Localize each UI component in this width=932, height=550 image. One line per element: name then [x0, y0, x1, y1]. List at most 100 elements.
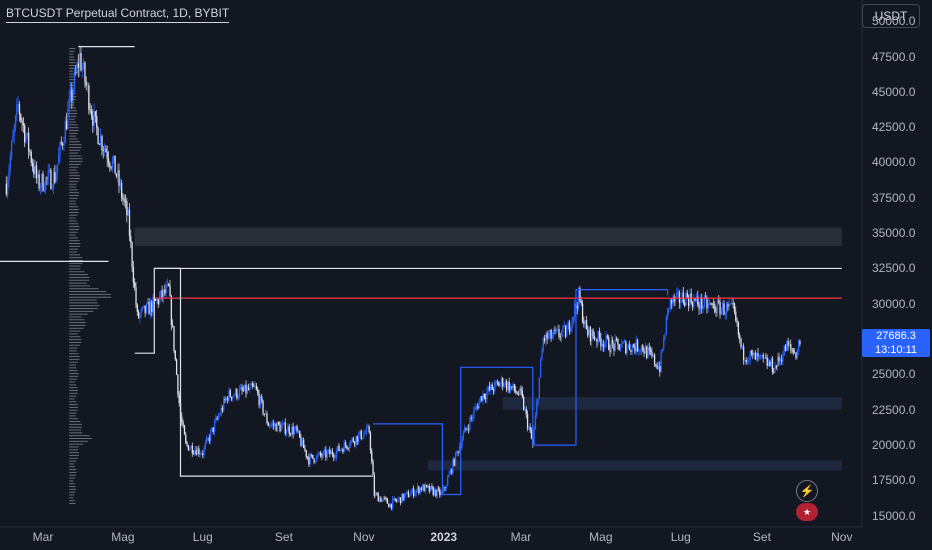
volume-profile-bar: [69, 437, 92, 440]
volume-profile-bar: [69, 217, 76, 219]
volume-profile-bar: [69, 299, 97, 301]
candle: [257, 389, 259, 394]
candle: [194, 449, 196, 454]
volume-profile-bar: [69, 483, 75, 485]
volume-profile-bar: [69, 336, 81, 338]
candle: [312, 454, 314, 459]
volume-profile-bar: [69, 308, 98, 310]
candle: [132, 266, 135, 283]
candle: [779, 359, 781, 362]
candle: [647, 347, 649, 359]
candle: [705, 296, 707, 299]
candle: [478, 400, 480, 409]
candle: [433, 489, 436, 496]
volume-profile-bar: [69, 310, 94, 312]
zone-box: [428, 460, 842, 471]
volume-profile-bar: [69, 395, 77, 397]
price-tick-label: 22500.0: [872, 402, 916, 417]
candle: [763, 357, 766, 359]
volume-profile-bar: [69, 81, 76, 83]
candle: [212, 427, 214, 432]
volume-profile-bar: [69, 257, 83, 259]
volume-profile-bar: [69, 364, 77, 366]
volume-profile-bar: [69, 474, 77, 476]
candle: [389, 503, 391, 508]
candle: [631, 344, 633, 352]
candle: [51, 188, 53, 190]
candle: [554, 329, 556, 332]
candle: [37, 174, 39, 179]
volume-profile-bar: [69, 327, 84, 329]
candle: [12, 135, 14, 142]
candle: [34, 165, 36, 175]
candle: [409, 495, 411, 498]
volume-profile-bar: [69, 423, 82, 425]
candle: [140, 309, 142, 315]
currency-button[interactable]: USDT: [862, 4, 920, 28]
candle: [536, 402, 538, 416]
candle: [58, 154, 60, 165]
time-tick-label: Mag: [111, 530, 135, 544]
candle: [748, 360, 750, 362]
candle: [431, 486, 433, 488]
candle: [317, 454, 319, 456]
candle: [760, 355, 762, 357]
candle: [437, 488, 440, 490]
lightning-icon[interactable]: ⚡: [796, 480, 818, 502]
candle: [67, 108, 69, 130]
candle: [584, 320, 586, 325]
candle: [339, 449, 341, 451]
candle: [84, 62, 86, 82]
candle: [13, 127, 15, 136]
candle: [173, 326, 175, 351]
volume-profile-bar: [69, 79, 76, 81]
volume-profile-bar: [69, 129, 79, 131]
candle: [164, 289, 166, 294]
candle: [105, 148, 107, 153]
price-tick-label: 47500.0: [872, 49, 916, 64]
candle: [118, 170, 120, 186]
candle: [301, 439, 303, 446]
candle: [770, 358, 772, 366]
candle: [680, 301, 682, 303]
candle: [481, 396, 483, 401]
candle: [515, 390, 517, 393]
volume-profile-bar: [69, 186, 77, 188]
candle: [192, 453, 195, 455]
candle: [320, 452, 322, 456]
us-flag-icon[interactable]: ★: [796, 503, 818, 521]
volume-profile-bar: [69, 76, 76, 78]
volume-profile-bar: [69, 316, 82, 318]
candle: [745, 360, 747, 363]
candle: [397, 499, 399, 502]
candle: [667, 308, 669, 317]
volume-profile-bar: [69, 209, 79, 211]
candle: [505, 381, 508, 390]
candle: [43, 190, 46, 192]
candle: [309, 454, 311, 465]
candle: [98, 143, 101, 145]
volume-profile-bar: [69, 466, 76, 468]
chart-title[interactable]: BTCUSDT Perpetual Contract, 1D, BYBIT: [6, 6, 230, 23]
candle: [361, 437, 364, 440]
candle: [499, 383, 501, 387]
candle: [615, 338, 618, 340]
price-tick-label: 20000.0: [872, 438, 916, 453]
volume-profile-bar: [69, 432, 83, 434]
candle: [697, 296, 699, 305]
candle: [470, 417, 472, 419]
candle: [199, 453, 201, 455]
candle: [601, 343, 603, 347]
candle: [92, 115, 94, 126]
candle: [323, 449, 326, 452]
candle: [550, 329, 552, 339]
candle: [394, 498, 396, 501]
candle: [694, 298, 696, 300]
volume-profile-bar: [69, 454, 79, 456]
volume-profile-bar: [69, 358, 80, 360]
candle: [385, 497, 387, 499]
volume-profile-bar: [69, 240, 80, 242]
volume-profile-bar: [69, 178, 80, 180]
